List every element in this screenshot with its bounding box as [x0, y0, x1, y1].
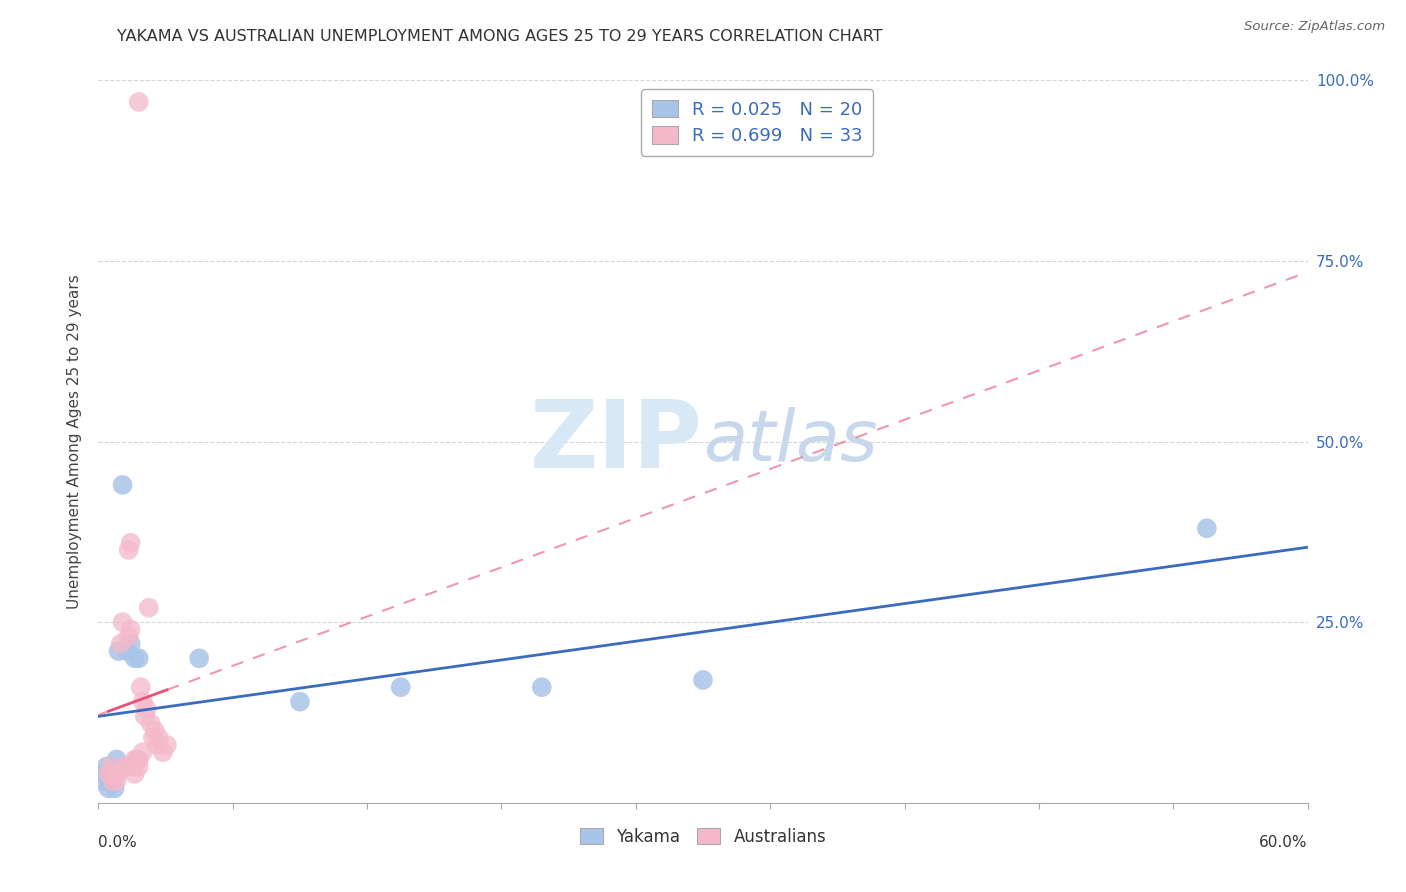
Point [132, 745, 155, 759]
Point [120, 637, 142, 651]
Point [103, 781, 125, 796]
Point [101, 774, 124, 789]
Point [115, 644, 138, 658]
Point [134, 709, 156, 723]
Point [124, 767, 146, 781]
Text: 60.0%: 60.0% [1260, 835, 1308, 850]
Text: YAKAMA VS AUSTRALIAN UNEMPLOYMENT AMONG AGES 25 TO 29 YEARS CORRELATION CHART: YAKAMA VS AUSTRALIAN UNEMPLOYMENT AMONG … [117, 29, 882, 44]
Point [389, 680, 412, 694]
Point [120, 623, 142, 637]
Point [118, 630, 141, 644]
Point [120, 535, 142, 549]
Point [91, 774, 114, 789]
Point [530, 680, 553, 694]
Point [100, 760, 122, 774]
Point [146, 738, 169, 752]
Point [156, 738, 179, 752]
Text: ZIP: ZIP [530, 395, 703, 488]
Point [96, 760, 118, 774]
Point [110, 637, 132, 651]
Point [128, 95, 150, 109]
Point [129, 680, 152, 694]
Point [121, 760, 143, 774]
Point [124, 651, 146, 665]
Point [107, 644, 129, 658]
Point [111, 615, 134, 630]
Point [105, 752, 128, 766]
Text: Source: ZipAtlas.com: Source: ZipAtlas.com [1244, 20, 1385, 33]
Y-axis label: Unemployment Among Ages 25 to 29 years: Unemployment Among Ages 25 to 29 years [67, 274, 83, 609]
Point [152, 745, 174, 759]
Point [115, 760, 138, 774]
Point [97, 767, 120, 781]
Point [132, 695, 155, 709]
Point [103, 767, 125, 781]
Point [105, 774, 128, 789]
Point [118, 542, 141, 557]
Point [139, 716, 162, 731]
Point [128, 651, 150, 665]
Point [93, 767, 115, 781]
Text: atlas: atlas [703, 407, 877, 476]
Point [138, 600, 160, 615]
Point [135, 702, 157, 716]
Point [125, 752, 148, 766]
Point [100, 774, 122, 789]
Point [143, 723, 166, 738]
Point [692, 673, 714, 687]
Point [142, 731, 165, 745]
Point [107, 767, 129, 781]
Point [101, 767, 124, 781]
Point [114, 760, 136, 774]
Point [124, 752, 146, 766]
Point [128, 752, 150, 766]
Point [148, 731, 170, 745]
Point [188, 651, 211, 665]
Point [97, 781, 120, 796]
Point [111, 478, 134, 492]
Point [1195, 521, 1218, 535]
Point [128, 760, 150, 774]
Text: 0.0%: 0.0% [98, 835, 138, 850]
Legend: Yakama, Australians: Yakama, Australians [574, 821, 832, 852]
Point [288, 695, 311, 709]
